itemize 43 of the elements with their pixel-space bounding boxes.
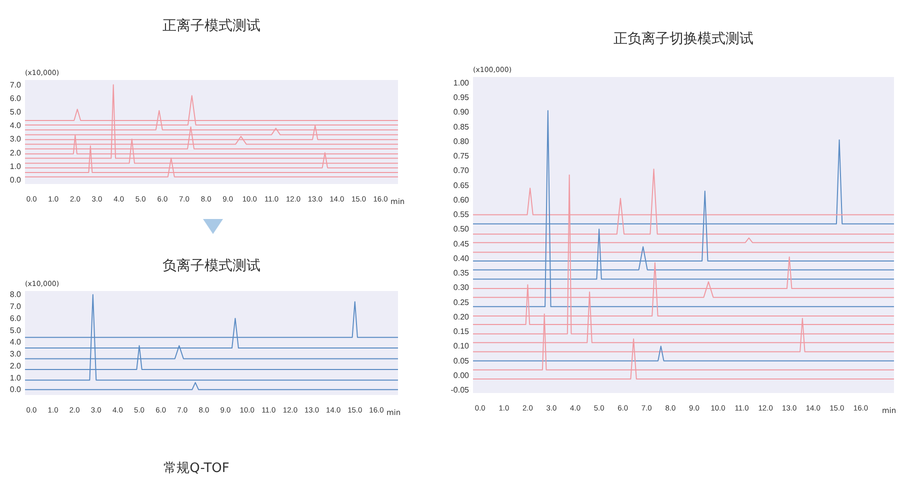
y-tick-label: 2.0 [10,361,22,370]
y-tick-label: 0.00 [453,371,470,380]
y-tick-label: 1.0 [10,162,22,171]
y-tick-label: 1.0 [10,373,22,382]
y-tick-label: 0.45 [453,239,470,248]
y-tick-label: 0.0 [10,175,22,184]
y-tick-label: 0.0 [10,385,22,394]
y-tick-label: 3.0 [10,350,22,359]
y-tick-label: 5.0 [10,326,22,335]
y-tick-label: 0.20 [453,312,470,322]
y-tick-label: 3.0 [10,134,22,144]
y-tick-label: 4.0 [10,121,22,130]
y-tick-label: 0.35 [453,268,470,278]
y-tick-label: 0.90 [453,108,470,117]
y-tick-label: 0.40 [453,254,470,263]
y-tick-label: 0.55 [453,210,470,220]
y-tick-label: 0.25 [453,298,470,307]
chart-title: 正负离子切换模式测试 [614,31,754,47]
chart-title: 正离子模式测试 [162,18,260,34]
y-tick-label: 0.70 [453,166,470,176]
y-tick-label: 0.05 [453,356,470,366]
y-tick-label: 0.15 [453,327,470,336]
text: 常规Q-TOF [164,461,230,476]
y-tick-label: 8.0 [10,290,22,300]
y-tick-label: 0.50 [453,224,470,234]
y-tick-label: 6.0 [10,314,22,323]
chart-title: 负离子模式测试 [162,258,260,274]
y-tick-label: 0.65 [453,180,470,190]
y-tick-label: 6.0 [10,94,22,103]
y-tick-label: -0.05 [450,386,470,395]
y-tick-label: 5.0 [10,108,22,117]
y-tick-label: 4.0 [10,338,22,347]
y-tick-label: 0.95 [453,93,470,102]
y-tick-label: 7.0 [10,80,22,90]
y-tick-label: 2.0 [10,148,22,158]
y-tick-label: 1.00 [453,78,470,88]
y-tick-label: 0.75 [453,152,470,161]
y-tick-label: 7.0 [10,302,22,312]
y-tick-label: 0.85 [453,122,470,132]
y-tick-label: 0.30 [453,283,470,292]
y-tick-label: 0.60 [453,195,470,204]
y-tick-label: 0.10 [453,342,470,351]
y-tick-label: 0.80 [453,136,470,146]
